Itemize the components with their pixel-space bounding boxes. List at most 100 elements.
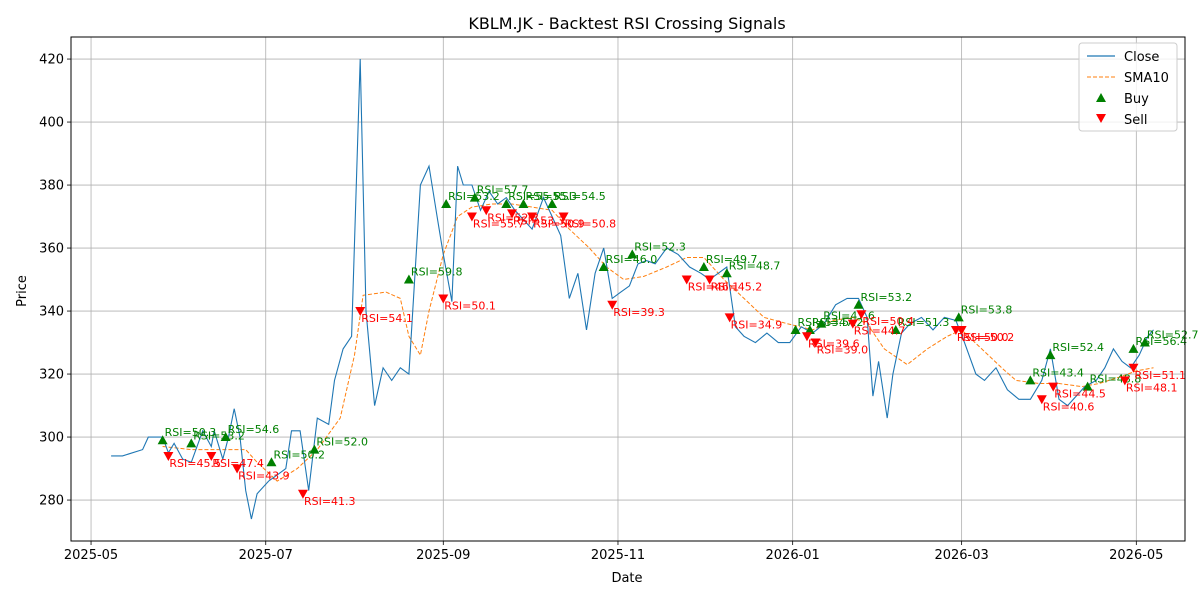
buy-marker (721, 268, 732, 278)
buy-marker (309, 444, 320, 454)
x-tick-label: 2026-03 (934, 548, 988, 563)
sell-rsi-label: RSI=45.2 (711, 281, 763, 294)
sell-marker (607, 300, 618, 310)
sell-marker (438, 294, 449, 304)
sell-rsi-label: RSI=54.1 (361, 312, 413, 325)
sell-marker (481, 206, 492, 216)
y-tick-label: 300 (39, 431, 64, 446)
buy-marker (1025, 375, 1036, 385)
buy-rsi-label: RSI=52.7 (1147, 329, 1199, 342)
sell-marker (856, 310, 867, 320)
axis-ticks: 2025-05 2025-07 2025-09 2025-11 2026-01 2026-… (39, 53, 1163, 563)
buy-marker (469, 192, 480, 202)
buy-marker (598, 261, 609, 271)
buy-marker (853, 299, 864, 309)
legend-close-label: Close (1124, 50, 1159, 65)
sell-rsi-label: RSI=50.4 (862, 315, 914, 328)
sell-rsi-label: RSI=48.1 (1126, 381, 1178, 394)
sell-rsi-label: RSI=39.0 (817, 344, 869, 357)
x-tick-label: 2026-01 (766, 548, 820, 563)
sell-marker (163, 451, 174, 461)
sell-marker (847, 319, 858, 329)
sell-marker (527, 212, 538, 222)
sell-marker (956, 325, 967, 335)
sell-marker (355, 307, 366, 317)
x-tick-label: 2026-05 (1109, 548, 1163, 563)
buy-marker (266, 457, 277, 467)
legend-buy-marker (1096, 93, 1106, 102)
sell-marker (466, 212, 477, 222)
buy-rsi-label: RSI=51.3 (898, 316, 950, 329)
sell-marker (704, 275, 715, 285)
buy-rsi-label: RSI=57.7 (477, 184, 529, 197)
axes-frame (70, 36, 1186, 542)
buy-rsi-label: RSI=48.8 (1090, 373, 1142, 386)
sell-rsi-label: RSI=52.3 (487, 211, 539, 224)
sell-rsi-label: RSI=44.7 (854, 325, 906, 338)
sell-rsi-label: RSI=34.9 (731, 318, 783, 331)
buy-rsi-label: RSI=52.3 (634, 240, 686, 253)
sell-marker (206, 451, 217, 461)
chart-title: KBLM.JK - Backtest RSI Crossing Signals (468, 14, 785, 33)
sell-marker (1036, 395, 1047, 405)
buy-marker (790, 324, 801, 334)
buy-marker (441, 198, 452, 208)
x-tick-label: 2025-11 (591, 548, 645, 563)
sell-marker (232, 464, 243, 474)
buy-rsi-label: RSI=50.3 (165, 426, 217, 439)
buy-rsi-label: RSI=52.4 (1052, 341, 1104, 354)
sell-rsi-label: RSI=40.6 (1043, 400, 1095, 413)
legend-sell-marker (1096, 114, 1106, 123)
sell-marker (810, 338, 821, 348)
sell-marker (1119, 376, 1130, 386)
buy-marker (157, 435, 168, 445)
buy-rsi-label: RSI=48.7 (729, 259, 781, 272)
buy-marker (804, 324, 815, 334)
y-tick-label: 360 (39, 242, 64, 257)
legend-box (1078, 42, 1178, 132)
buy-marker (518, 198, 529, 208)
y-tick-label: 380 (39, 179, 64, 194)
buy-marker (953, 312, 964, 322)
sell-rsi-label: RSI=43.9 (238, 470, 290, 483)
buy-marker (627, 249, 638, 259)
y-axis-label: Price (15, 275, 30, 307)
buy-rsi-label: RSI=43.4 (1032, 366, 1084, 379)
sell-rsi-label: RSI=50.2 (963, 331, 1015, 344)
buy-marker (890, 324, 901, 334)
x-tick-label: 2025-05 (64, 548, 118, 563)
buy-marker (816, 318, 827, 328)
x-tick-label: 2025-07 (239, 548, 293, 563)
buy-marker (698, 261, 709, 271)
sell-rsi-label: RSI=55.7 (473, 218, 525, 231)
buy-marker (1045, 350, 1056, 360)
buy-marker (501, 198, 512, 208)
legend-sma-label: SMA10 (1124, 71, 1169, 86)
sell-marker (724, 313, 735, 323)
buy-marker (1128, 343, 1139, 353)
buy-rsi-label: RSI=55.3 (525, 190, 577, 203)
buy-rsi-label: RSI=46.0 (606, 253, 658, 266)
buy-marker (1082, 381, 1093, 391)
buy-rsi-label: RSI=52.0 (316, 436, 368, 449)
sell-marker (1048, 382, 1059, 392)
buy-rsi-label: RSI=49.7 (706, 253, 758, 266)
y-tick-label: 340 (39, 305, 64, 320)
sell-rsi-label: RSI=45.5 (169, 457, 221, 470)
buy-rsi-label: RSI=53.2 (861, 291, 913, 304)
sell-marker (507, 209, 518, 219)
legend-buy-label: Buy (1124, 92, 1149, 107)
close-series-line (111, 58, 1154, 520)
buy-rsi-label: RSI=53.8 (961, 303, 1013, 316)
y-tick-label: 280 (39, 494, 64, 509)
sell-rsi-label: RSI=39.3 (613, 306, 665, 319)
buy-marker (220, 432, 231, 442)
buy-marker (547, 198, 558, 208)
x-tick-label: 2025-09 (416, 548, 470, 563)
sell-marker (1128, 363, 1139, 373)
legend-sell-label: Sell (1124, 113, 1147, 128)
buy-marker (403, 274, 414, 284)
buy-rsi-label: RSI=54.6 (228, 423, 280, 436)
